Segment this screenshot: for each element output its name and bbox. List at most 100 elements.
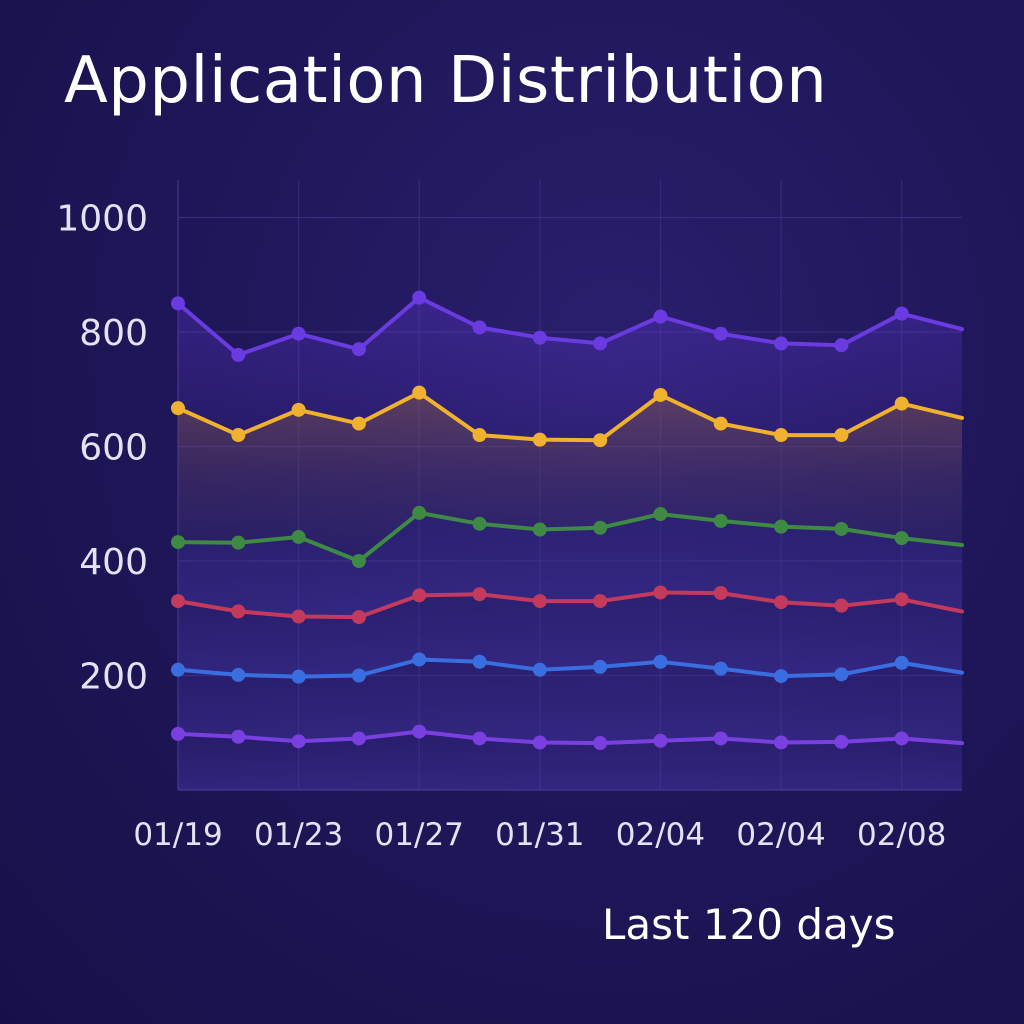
data-point-s0-6 xyxy=(532,330,547,345)
area-layer xyxy=(178,297,962,790)
data-point-s1-12 xyxy=(894,396,909,411)
data-point-s4-10 xyxy=(774,669,789,684)
data-point-s1-6 xyxy=(532,432,547,447)
area-band-2 xyxy=(178,512,962,618)
data-point-s1-1 xyxy=(231,428,246,443)
data-point-s2-0 xyxy=(171,535,185,550)
data-point-s5-9 xyxy=(713,731,728,746)
data-point-s0-10 xyxy=(774,336,789,351)
data-point-s5-2 xyxy=(291,734,306,749)
data-point-s0-8 xyxy=(653,309,668,324)
data-point-s0-2 xyxy=(291,326,306,341)
data-point-s4-12 xyxy=(894,655,909,670)
y-tick-label-2: 600 xyxy=(79,428,148,469)
data-point-s5-4 xyxy=(412,724,427,739)
series-line-3 xyxy=(176,590,964,620)
data-point-s2-7 xyxy=(593,520,608,535)
area-band-5 xyxy=(178,731,962,790)
x-tick-label-3: 01/31 xyxy=(495,817,584,853)
chart-title: Application Distribution xyxy=(64,44,828,118)
data-point-s5-10 xyxy=(774,735,789,750)
series-line-0 xyxy=(176,295,964,357)
data-point-s2-2 xyxy=(291,529,306,544)
data-point-s3-7 xyxy=(593,594,608,609)
y-tick-label-3: 800 xyxy=(79,313,148,354)
data-point-s3-12 xyxy=(894,592,909,607)
data-point-s5-6 xyxy=(532,735,547,750)
series-line-4 xyxy=(176,657,964,679)
data-point-s3-3 xyxy=(351,610,366,625)
data-point-s5-12 xyxy=(894,731,909,746)
data-point-s0-1 xyxy=(231,347,246,362)
data-point-s3-6 xyxy=(532,594,547,609)
data-point-s0-12 xyxy=(894,306,909,321)
data-point-s1-5 xyxy=(472,428,487,443)
data-point-s1-10 xyxy=(774,428,789,443)
data-point-s3-1 xyxy=(231,604,246,619)
x-tick-label-4: 02/04 xyxy=(616,817,705,853)
data-point-s2-9 xyxy=(713,513,728,528)
data-point-s2-4 xyxy=(412,505,427,520)
data-point-s0-7 xyxy=(593,336,608,351)
axis-layer: 200 400 600 800 1000 01/19 01/23 01/27 01/31 02/0… xyxy=(56,199,946,854)
data-point-s3-5 xyxy=(472,587,487,602)
data-point-s4-3 xyxy=(351,668,366,683)
data-point-s2-11 xyxy=(834,521,849,536)
data-point-s1-3 xyxy=(351,416,366,431)
data-point-s1-7 xyxy=(593,433,608,448)
data-point-s4-6 xyxy=(532,662,547,677)
data-point-s5-1 xyxy=(231,729,246,744)
data-point-s2-5 xyxy=(472,516,487,531)
data-point-s1-2 xyxy=(291,402,306,417)
data-point-s5-8 xyxy=(653,733,668,748)
data-point-s2-1 xyxy=(231,535,246,550)
data-point-s1-8 xyxy=(653,387,668,402)
data-point-s2-12 xyxy=(894,531,909,546)
series-layer xyxy=(171,290,964,751)
data-point-s3-2 xyxy=(291,609,306,624)
data-point-s0-3 xyxy=(351,342,366,357)
x-tick-label-0: 01/19 xyxy=(133,817,222,853)
series-line-5 xyxy=(176,729,964,746)
x-tick-label-2: 01/27 xyxy=(375,817,464,853)
series-line-2 xyxy=(176,510,964,563)
data-point-s0-0 xyxy=(171,296,185,311)
data-point-s1-0 xyxy=(171,401,185,416)
data-point-s3-11 xyxy=(834,598,849,613)
data-point-s4-4 xyxy=(412,652,427,667)
data-point-s0-4 xyxy=(412,290,427,305)
data-point-s4-7 xyxy=(593,659,608,674)
data-point-s5-5 xyxy=(472,731,487,746)
area-band-4 xyxy=(178,659,962,744)
y-tick-label-4: 1000 xyxy=(56,199,148,240)
data-point-s5-3 xyxy=(351,731,366,746)
data-point-s4-5 xyxy=(472,654,487,669)
data-point-s4-8 xyxy=(653,654,668,669)
data-point-s4-11 xyxy=(834,667,849,682)
area-band-1 xyxy=(178,392,962,561)
data-point-s5-11 xyxy=(834,734,849,749)
data-point-s1-9 xyxy=(713,416,728,431)
data-point-s5-7 xyxy=(593,736,608,751)
data-point-s0-9 xyxy=(713,326,728,341)
x-tick-label-5: 02/04 xyxy=(736,817,825,853)
data-point-s2-3 xyxy=(351,554,366,568)
area-band-0 xyxy=(178,297,962,441)
data-point-s3-0 xyxy=(171,594,185,609)
data-point-s1-11 xyxy=(834,428,849,443)
data-point-s3-8 xyxy=(653,585,668,600)
chart-subtitle: Last 120 days xyxy=(602,900,896,949)
data-point-s4-2 xyxy=(291,669,306,684)
data-point-s4-1 xyxy=(231,667,246,682)
x-tick-label-1: 01/23 xyxy=(254,817,343,853)
series-line-1 xyxy=(176,390,964,443)
x-tick-label-6: 02/08 xyxy=(857,817,946,853)
data-point-s2-8 xyxy=(653,507,668,522)
data-point-s1-4 xyxy=(412,385,427,400)
data-point-s2-10 xyxy=(774,519,789,534)
data-point-s4-9 xyxy=(713,661,728,676)
data-point-s2-6 xyxy=(532,522,547,537)
data-point-s3-9 xyxy=(713,586,728,601)
